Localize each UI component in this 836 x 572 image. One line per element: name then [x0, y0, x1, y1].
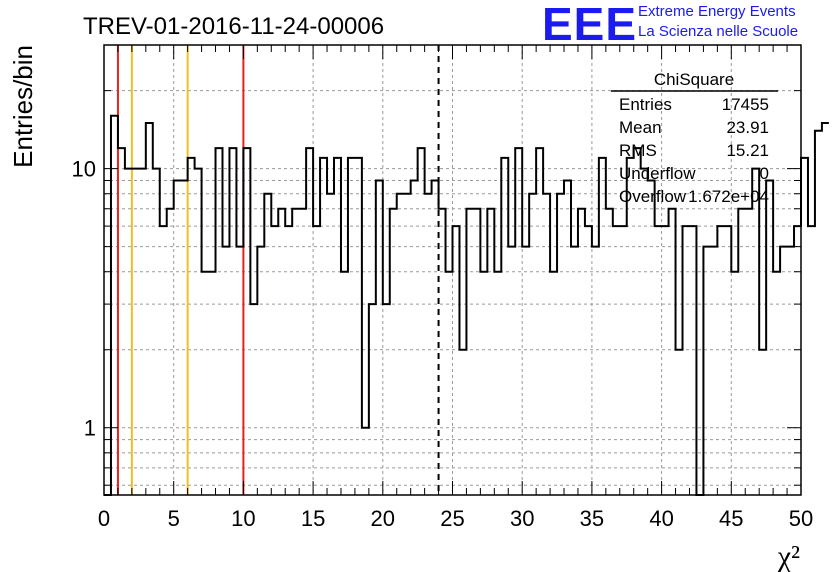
x-tick-label: 35	[580, 506, 604, 531]
x-tick-label: 25	[440, 506, 464, 531]
stats-value: 1.672e+04	[688, 187, 769, 206]
x-tick-label: 45	[719, 506, 743, 531]
stats-label: Overflow	[619, 187, 687, 206]
eee-logo-line2: La Scienza nelle Scuole	[638, 23, 799, 40]
stats-value: 17455	[722, 95, 769, 114]
y-axis-label: Entries/bin	[8, 45, 38, 168]
eee-logo-mark: EEE	[542, 0, 638, 50]
axis-ticks	[103, 44, 802, 495]
eee-logo-text: Extreme Energy Events La Scienza nelle S…	[638, 2, 798, 42]
y-tick-label: 10	[72, 157, 96, 182]
stats-label: RMS	[619, 141, 657, 160]
grid-layer	[104, 44, 801, 495]
stats-label: Entries	[619, 95, 672, 114]
x-tick-label: 0	[98, 506, 110, 531]
y-tick-label: 1	[84, 416, 96, 441]
chart-title: TREV-01-2016-11-24-00006	[83, 13, 384, 40]
stats-value: 0	[760, 164, 769, 183]
eee-logo-line1: Extreme Energy Events	[638, 3, 796, 20]
x-tick-label: 40	[649, 506, 673, 531]
stats-value: 15.21	[726, 141, 769, 160]
stats-title: ChiSquare	[654, 70, 734, 89]
stats-label: Mean	[619, 118, 662, 137]
x-tick-label: 50	[789, 506, 813, 531]
x-tick-label: 5	[168, 506, 180, 531]
stats-box: ChiSquare Entries 17455 Mean 23.91 RMS 15.21 Un…	[611, 70, 778, 206]
stats-value: 23.91	[726, 118, 769, 137]
stats-label: Underflow	[619, 164, 696, 183]
histogram	[104, 114, 829, 496]
axis-tick-labels: 0 5 10 15 20 25 30 35 40 45 50 1 10	[72, 157, 814, 531]
x-axis-label: χ²	[777, 540, 800, 572]
x-tick-label: 30	[510, 506, 534, 531]
x-tick-label: 20	[371, 506, 395, 531]
x-tick-label: 10	[231, 506, 255, 531]
marker-lines	[116, 45, 440, 495]
histogram-series	[104, 114, 829, 496]
x-tick-label: 15	[301, 506, 325, 531]
